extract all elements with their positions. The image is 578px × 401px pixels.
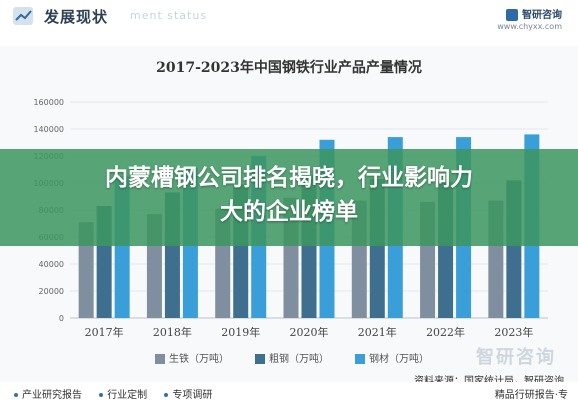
x-tick-label: 2019年 [221, 325, 260, 339]
legend-label: 生铁（万吨） [169, 354, 229, 365]
brand-logo[interactable]: 智研咨询 [506, 6, 562, 21]
legend-label: 粗钢（万吨） [269, 354, 329, 365]
footer-links: 产业研究报告 行业定制 专项调研 [14, 386, 226, 401]
y-tick-label: 20000 [39, 287, 64, 296]
legend-swatch [155, 354, 165, 364]
x-tick-label: 2022年 [426, 325, 465, 339]
x-tick-label: 2018年 [153, 325, 192, 339]
footer-right-text: 精品行研报告·专 [494, 390, 568, 401]
growth-icon [13, 7, 33, 25]
legend-label: 钢材（万吨） [369, 354, 429, 365]
bullet-icon [164, 393, 169, 397]
brand-name: 智研咨询 [522, 10, 562, 21]
bar [78, 222, 94, 318]
y-tick-label: 140000 [33, 125, 64, 134]
header-subtitle: ment status [130, 9, 208, 22]
headline-text: 内蒙槽钢公司排名揭晓，行业影响力 大的企业榜单 [0, 161, 578, 229]
x-tick-label: 2021年 [358, 325, 397, 339]
footer-link-survey[interactable]: 专项调研 [164, 390, 212, 401]
y-tick-label: 160000 [33, 98, 64, 107]
x-tick-label: 2020年 [290, 325, 329, 339]
headline-banner [0, 149, 578, 246]
headline-line-1: 内蒙槽钢公司排名揭晓，行业影响力 [105, 165, 473, 191]
headline-line-2: 大的企业榜单 [220, 199, 358, 225]
brand-url[interactable]: www.chyxx.com [497, 22, 562, 31]
header-title: 发展现状 [44, 8, 109, 26]
footer-link-custom[interactable]: 行业定制 [99, 390, 147, 401]
bullet-icon [99, 393, 104, 397]
legend-item-steel-products: 钢材（万吨） [355, 350, 429, 365]
legend-swatch [255, 354, 265, 364]
y-tick-label: 40000 [39, 260, 64, 269]
bullet-icon [14, 393, 18, 397]
watermark-logo: 智研咨询 [476, 347, 556, 368]
legend-item-pig-iron: 生铁（万吨） [155, 350, 229, 365]
x-tick-label: 2023年 [494, 325, 533, 339]
footer-link-research-report[interactable]: 产业研究报告 [14, 390, 82, 401]
brand-icon [506, 9, 518, 21]
legend-swatch [355, 354, 365, 364]
chart-title: 2017-2023年中国钢铁行业产品产量情况 [156, 60, 422, 76]
x-tick-label: 2017年 [85, 325, 124, 339]
legend-item-crude-steel: 粗钢（万吨） [255, 350, 329, 365]
footer-bar [0, 382, 578, 400]
data-source: 资料来源：国家统计局，智研咨询 [414, 372, 564, 387]
y-tick-label: 0 [59, 314, 64, 323]
header-bar: 发展现状 ment status 智研咨询 www.chyxx.com [0, 0, 578, 46]
